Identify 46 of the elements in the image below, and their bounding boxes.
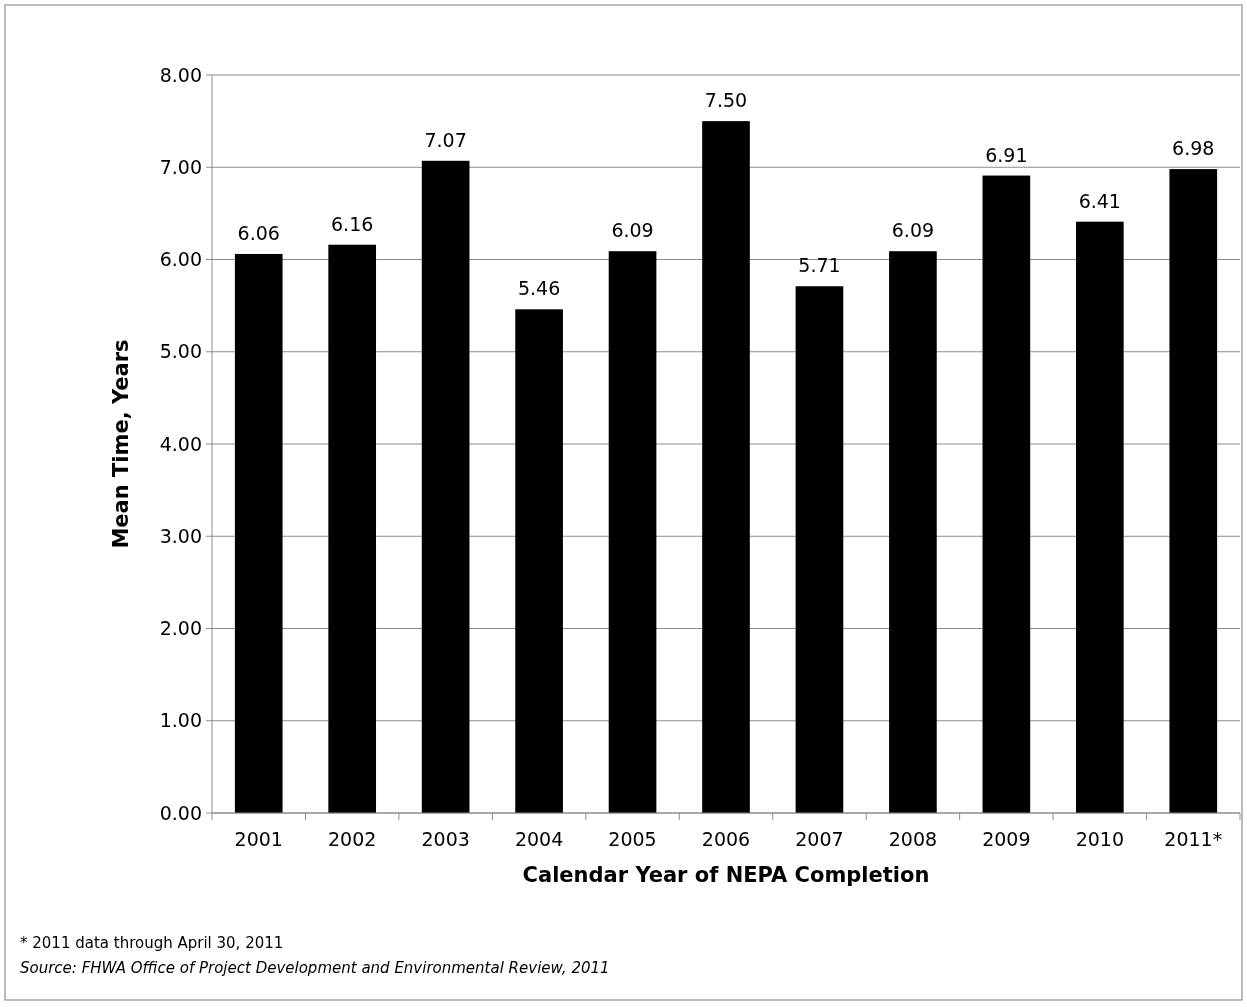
bar xyxy=(702,121,750,813)
x-tick-label: 2003 xyxy=(421,828,470,850)
x-tick-label: 2002 xyxy=(328,828,377,850)
x-tick-label: 2005 xyxy=(608,828,657,850)
bar xyxy=(421,160,470,813)
y-tick-label: 8.00 xyxy=(159,63,202,86)
y-tick-label: 2.00 xyxy=(159,617,202,640)
y-tick-label: 6.00 xyxy=(159,248,202,271)
data-label: 5.46 xyxy=(517,277,561,300)
data-label: 6.09 xyxy=(891,219,935,242)
bar xyxy=(889,251,937,813)
x-tick-label: 2007 xyxy=(795,828,844,850)
y-axis-title: Mean Time, Years xyxy=(109,339,133,549)
data-label: 6.98 xyxy=(1172,137,1215,160)
bar xyxy=(328,244,377,813)
data-label: 6.16 xyxy=(331,212,374,235)
y-tick-label: 7.00 xyxy=(159,155,202,178)
x-tick-label: 2006 xyxy=(701,828,751,850)
x-tick-label: 2001 xyxy=(234,828,283,850)
y-tick-label: 5.00 xyxy=(159,340,202,363)
data-label: 5.71 xyxy=(798,254,841,277)
data-label: 7.07 xyxy=(424,128,467,151)
data-label: 6.41 xyxy=(1078,189,1121,212)
y-tick-label: 3.00 xyxy=(159,524,202,547)
bar xyxy=(608,251,657,813)
data-label: 6.91 xyxy=(985,143,1028,166)
data-label: 6.06 xyxy=(237,221,280,244)
text: * 2011 data through April 30, 2011 xyxy=(20,934,284,952)
bar xyxy=(1075,221,1124,813)
x-tick-label: 2009 xyxy=(982,828,1031,850)
source-note: Source: FHWA Office of Project Development and Environmental Review, 2011 xyxy=(20,959,610,977)
data-label: 6.09 xyxy=(611,219,654,242)
x-tick-label: 2008 xyxy=(888,828,938,850)
y-tick-label: 0.00 xyxy=(159,801,202,824)
bar xyxy=(1169,169,1218,813)
x-tick-label: 2010 xyxy=(1075,828,1124,850)
data-label: 7.50 xyxy=(704,89,748,112)
bar xyxy=(982,175,1031,813)
y-tick-label: 4.00 xyxy=(159,432,202,455)
bar xyxy=(795,286,844,813)
x-axis-title: Calendar Year of NEPA Completion xyxy=(522,863,930,887)
y-tick-label: 1.00 xyxy=(159,709,202,732)
x-tick-label: 2011* xyxy=(1164,828,1223,850)
bar xyxy=(515,309,563,813)
bar xyxy=(234,253,283,813)
x-tick-label: 2004 xyxy=(514,828,564,850)
